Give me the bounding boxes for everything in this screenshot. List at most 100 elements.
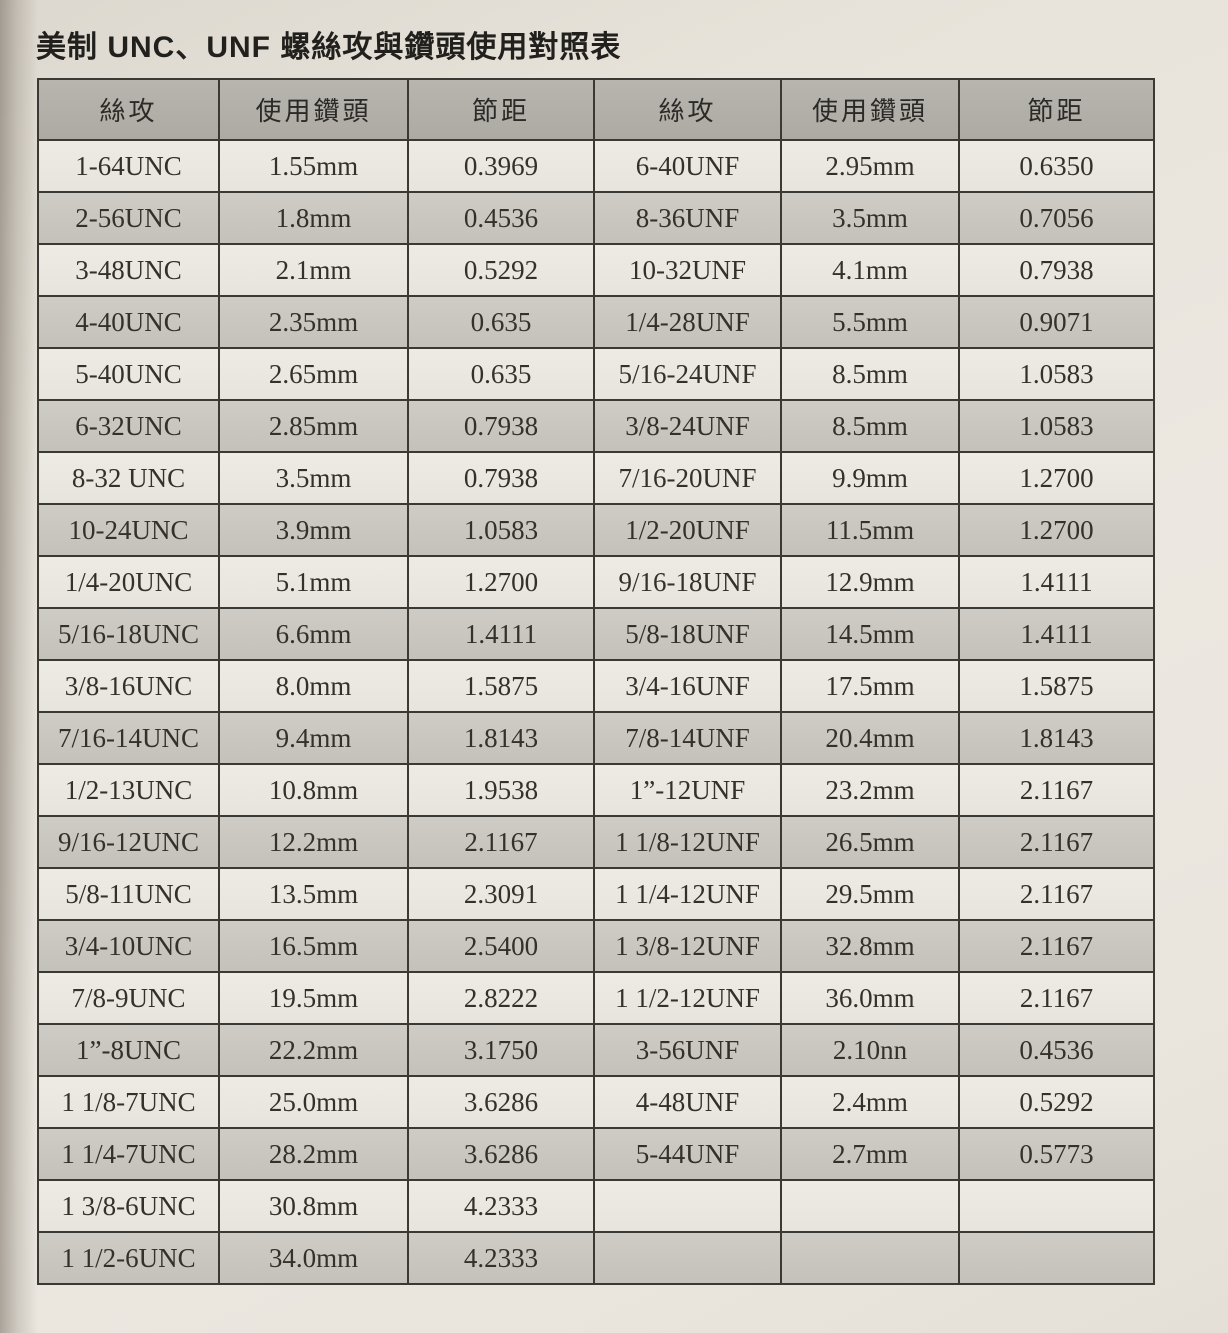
cell-drill-size: 12.9mm xyxy=(780,555,960,609)
cell-pitch: 2.1167 xyxy=(958,971,1155,1025)
table-row: 7/16-14UNC 9.4mm 1.8143 7/8-14UNF 20.4mm 1.81… xyxy=(37,711,1155,765)
cell-drill-size: 3.5mm xyxy=(218,451,409,505)
cell-drill-size: 34.0mm xyxy=(218,1231,409,1285)
table-row: 1/2-13UNC 10.8mm 1.9538 1”-12UNF 23.2mm 2.116… xyxy=(37,763,1155,817)
cell-pitch: 0.5292 xyxy=(407,243,595,297)
cell-drill-size: 16.5mm xyxy=(218,919,409,973)
cell-drill-size: 25.0mm xyxy=(218,1075,409,1129)
cell-drill-size: 2.35mm xyxy=(218,295,409,349)
cell-pitch: 2.1167 xyxy=(407,815,595,869)
table-row: 5/16-18UNC 6.6mm 1.4111 5/8-18UNF 14.5mm 1.41… xyxy=(37,607,1155,661)
cell-tap-size: 1/4-20UNC xyxy=(37,555,220,609)
cell-pitch xyxy=(958,1179,1155,1233)
cell-pitch: 0.635 xyxy=(407,347,595,401)
cell-pitch: 0.7056 xyxy=(958,191,1155,245)
cell-pitch: 3.6286 xyxy=(407,1075,595,1129)
cell-pitch: 0.4536 xyxy=(407,191,595,245)
cell-drill-size: 26.5mm xyxy=(780,815,960,869)
cell-tap-size: 3-48UNC xyxy=(37,243,220,297)
column-header-tap: 絲攻 xyxy=(37,78,220,141)
cell-drill-size: 2.95mm xyxy=(780,139,960,193)
cell-tap-size: 1 1/8-7UNC xyxy=(37,1075,220,1129)
cell-drill-size: 10.8mm xyxy=(218,763,409,817)
cell-tap-size: 5/16-24UNF xyxy=(593,347,782,401)
cell-drill-size: 28.2mm xyxy=(218,1127,409,1181)
table-row: 3/8-16UNC 8.0mm 1.5875 3/4-16UNF 17.5mm 1.587… xyxy=(37,659,1155,713)
cell-pitch: 1.2700 xyxy=(958,503,1155,557)
cell-drill-size: 5.1mm xyxy=(218,555,409,609)
cell-drill-size xyxy=(780,1231,960,1285)
page-gutter-shadow xyxy=(0,0,38,1333)
cell-drill-size: 29.5mm xyxy=(780,867,960,921)
cell-pitch: 1.4111 xyxy=(958,555,1155,609)
cell-drill-size: 13.5mm xyxy=(218,867,409,921)
cell-tap-size: 5-40UNC xyxy=(37,347,220,401)
cell-pitch: 1.5875 xyxy=(407,659,595,713)
cell-drill-size: 6.6mm xyxy=(218,607,409,661)
cell-tap-size: 3/8-16UNC xyxy=(37,659,220,713)
cell-tap-size: 1”-12UNF xyxy=(593,763,782,817)
table-row: 1/4-20UNC 5.1mm 1.2700 9/16-18UNF 12.9mm 1.41… xyxy=(37,555,1155,609)
cell-pitch: 1.4111 xyxy=(958,607,1155,661)
cell-tap-size: 2-56UNC xyxy=(37,191,220,245)
cell-tap-size: 4-40UNC xyxy=(37,295,220,349)
table-row: 1-64UNC 1.55mm 0.3969 6-40UNF 2.95mm 0.6350 xyxy=(37,139,1155,193)
cell-drill-size: 19.5mm xyxy=(218,971,409,1025)
cell-drill-size xyxy=(780,1179,960,1233)
cell-drill-size: 9.9mm xyxy=(780,451,960,505)
cell-pitch: 0.635 xyxy=(407,295,595,349)
cell-tap-size: 7/8-14UNF xyxy=(593,711,782,765)
cell-tap-size: 1 1/8-12UNF xyxy=(593,815,782,869)
cell-tap-size: 9/16-12UNC xyxy=(37,815,220,869)
cell-pitch: 0.5773 xyxy=(958,1127,1155,1181)
cell-tap-size: 5/8-11UNC xyxy=(37,867,220,921)
cell-drill-size: 5.5mm xyxy=(780,295,960,349)
cell-drill-size: 20.4mm xyxy=(780,711,960,765)
cell-tap-size: 10-24UNC xyxy=(37,503,220,557)
cell-pitch: 4.2333 xyxy=(407,1231,595,1285)
cell-tap-size: 3-56UNF xyxy=(593,1023,782,1077)
page-title: 美制 UNC、UNF 螺絲攻與鑽頭使用對照表 xyxy=(36,31,622,64)
cell-tap-size: 1 1/4-12UNF xyxy=(593,867,782,921)
cell-tap-size: 1”-8UNC xyxy=(37,1023,220,1077)
cell-pitch: 0.6350 xyxy=(958,139,1155,193)
cell-pitch: 1.2700 xyxy=(407,555,595,609)
cell-pitch: 2.1167 xyxy=(958,815,1155,869)
table-row: 9/16-12UNC 12.2mm 2.1167 1 1/8-12UNF 26.5mm 2… xyxy=(37,815,1155,869)
cell-drill-size: 8.5mm xyxy=(780,347,960,401)
table-row: 5/8-11UNC 13.5mm 2.3091 1 1/4-12UNF 29.5mm 2.… xyxy=(37,867,1155,921)
cell-drill-size: 3.5mm xyxy=(780,191,960,245)
cell-pitch: 1.5875 xyxy=(958,659,1155,713)
cell-drill-size: 2.65mm xyxy=(218,347,409,401)
cell-pitch: 1.9538 xyxy=(407,763,595,817)
cell-tap-size: 4-48UNF xyxy=(593,1075,782,1129)
cell-drill-size: 4.1mm xyxy=(780,243,960,297)
cell-drill-size: 11.5mm xyxy=(780,503,960,557)
cell-pitch: 1.8143 xyxy=(407,711,595,765)
cell-drill-size: 1.55mm xyxy=(218,139,409,193)
cell-tap-size: 6-40UNF xyxy=(593,139,782,193)
cell-pitch: 1.0583 xyxy=(958,399,1155,453)
table-row: 8-32 UNC 3.5mm 0.7938 7/16-20UNF 9.9mm 1.2700 xyxy=(37,451,1155,505)
cell-drill-size: 14.5mm xyxy=(780,607,960,661)
cell-tap-size: 9/16-18UNF xyxy=(593,555,782,609)
column-header-pitch: 節距 xyxy=(958,78,1155,141)
cell-drill-size: 3.9mm xyxy=(218,503,409,557)
column-header-tap: 絲攻 xyxy=(593,78,782,141)
cell-drill-size: 23.2mm xyxy=(780,763,960,817)
cell-pitch xyxy=(958,1231,1155,1285)
table-row: 5-40UNC 2.65mm 0.635 5/16-24UNF 8.5mm 1.0583 xyxy=(37,347,1155,401)
table-row: 1”-8UNC 22.2mm 3.1750 3-56UNF 2.10nn 0.4536 xyxy=(37,1023,1155,1077)
column-header-drill: 使用鑽頭 xyxy=(780,78,960,141)
cell-pitch: 2.3091 xyxy=(407,867,595,921)
cell-tap-size: 1 1/2-12UNF xyxy=(593,971,782,1025)
cell-tap-size: 1/2-13UNC xyxy=(37,763,220,817)
cell-tap-size: 1 1/4-7UNC xyxy=(37,1127,220,1181)
table-body: 1-64UNC 1.55mm 0.3969 6-40UNF 2.95mm 0.6350 2-… xyxy=(37,139,1155,1285)
cell-pitch: 2.1167 xyxy=(958,867,1155,921)
table-row: 3-48UNC 2.1mm 0.5292 10-32UNF 4.1mm 0.7938 xyxy=(37,243,1155,297)
table-row: 6-32UNC 2.85mm 0.7938 3/8-24UNF 8.5mm 1.0583 xyxy=(37,399,1155,453)
cell-drill-size: 2.7mm xyxy=(780,1127,960,1181)
cell-pitch: 0.3969 xyxy=(407,139,595,193)
cell-pitch: 2.1167 xyxy=(958,763,1155,817)
